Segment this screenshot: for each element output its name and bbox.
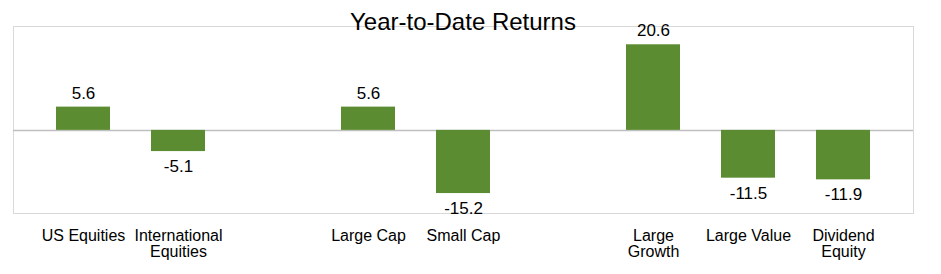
html-text:Year-to-Date Returns: Year-to-Date Returns — [350, 8, 576, 35]
svg-text:-15.2: -15.2 — [444, 199, 483, 218]
svg-text:InternationalEquities: InternationalEquities — [134, 227, 222, 260]
svg-text:LargeGrowth: LargeGrowth — [628, 227, 680, 260]
svg-text:5.6: 5.6 — [72, 84, 96, 103]
svg-text:US Equities: US Equities — [42, 227, 126, 244]
svg-text:Small Cap: Small Cap — [427, 227, 501, 244]
svg-text:20.6: 20.6 — [637, 21, 670, 40]
svg-text:5.6: 5.6 — [357, 84, 381, 103]
svg-text:Large Cap: Large Cap — [331, 227, 406, 244]
svg-text:DividendEquity: DividendEquity — [812, 227, 874, 260]
svg-text:-11.5: -11.5 — [730, 184, 768, 203]
svg-text:Large Value: Large Value — [706, 227, 791, 244]
svg-text:-11.9: -11.9 — [825, 185, 863, 204]
svg-text:-5.1: -5.1 — [164, 157, 193, 176]
